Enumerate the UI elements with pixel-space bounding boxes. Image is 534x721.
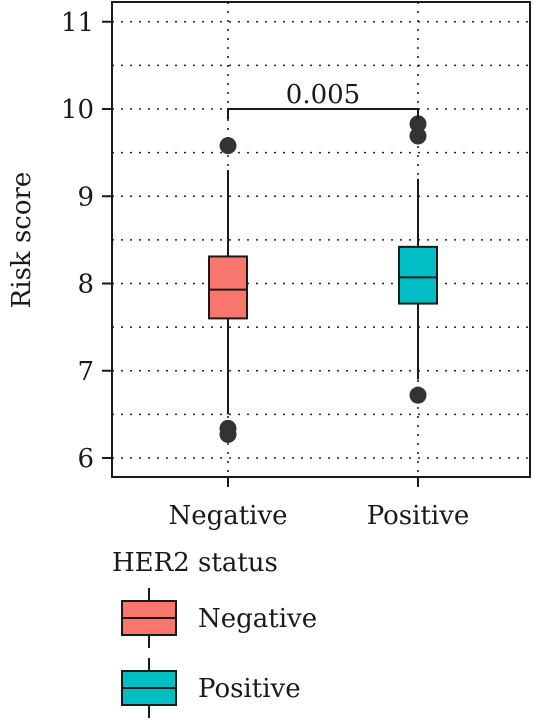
legend: HER2 status Negative Positive — [112, 548, 317, 718]
y-axis: 6 7 8 9 10 11 — [61, 8, 112, 474]
y-axis-label: Risk score — [7, 172, 37, 309]
grid-lines — [112, 2, 530, 477]
x-tick-label: Negative — [168, 501, 287, 531]
box-iqr — [208, 255, 248, 320]
outlier-point — [409, 386, 427, 404]
x-axis: Negative Positive — [168, 477, 469, 531]
y-tick-label: 8 — [77, 270, 94, 300]
box-series — [208, 115, 438, 443]
box-negative — [208, 137, 248, 443]
significance-annotation: 0.005 — [227, 80, 419, 119]
y-tick-label: 7 — [77, 357, 94, 387]
legend-label: Positive — [198, 674, 301, 704]
box-iqr — [398, 245, 438, 305]
x-tick-label: Positive — [367, 501, 470, 531]
outlier-point — [409, 127, 427, 145]
y-tick-label: 10 — [61, 95, 94, 125]
legend-item-positive: Positive — [121, 658, 301, 718]
y-tick-label: 6 — [77, 444, 94, 474]
legend-item-negative: Negative — [121, 588, 317, 648]
y-tick-label: 9 — [77, 182, 94, 212]
outlier-point — [219, 137, 237, 155]
legend-title: HER2 status — [112, 548, 278, 578]
outlier-point — [219, 425, 237, 443]
legend-label: Negative — [198, 604, 317, 634]
p-value-label: 0.005 — [286, 80, 360, 110]
box-positive — [398, 115, 438, 404]
y-tick-label: 11 — [61, 8, 94, 38]
outlier-point — [409, 115, 427, 133]
significance-bracket — [227, 108, 419, 119]
plot-panel — [111, 1, 531, 478]
